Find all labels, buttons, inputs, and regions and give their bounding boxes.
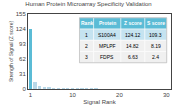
svg-text:20: 20 — [116, 92, 123, 98]
svg-text:0: 0 — [22, 86, 26, 92]
svg-text:Strength of Signal (Z score): Strength of Signal (Z score) — [8, 21, 14, 82]
svg-text:2: 2 — [85, 43, 88, 49]
svg-text:6.63: 6.63 — [128, 54, 138, 60]
svg-text:8.19: 8.19 — [151, 43, 161, 49]
svg-text:3: 3 — [85, 54, 88, 60]
svg-text:109.3: 109.3 — [149, 32, 162, 38]
svg-text:Rank: Rank — [81, 20, 93, 26]
svg-text:Z score: Z score — [124, 20, 142, 26]
svg-text:1: 1 — [85, 32, 88, 38]
svg-text:124.12: 124.12 — [125, 32, 141, 38]
svg-text:S100A4: S100A4 — [98, 32, 116, 38]
svg-text:93: 93 — [19, 41, 26, 47]
svg-text:Protein: Protein — [99, 20, 116, 26]
svg-text:2.4: 2.4 — [152, 54, 159, 60]
svg-text:31: 31 — [19, 71, 26, 77]
svg-text:30: 30 — [163, 92, 170, 98]
svg-text:62: 62 — [19, 56, 26, 62]
svg-text:MPLPF: MPLPF — [99, 43, 116, 49]
svg-text:10: 10 — [69, 92, 76, 98]
svg-text:Human Protein Microarray Speci: Human Protein Microarray Specificity Val… — [25, 1, 151, 7]
svg-text:14.82: 14.82 — [126, 43, 139, 49]
svg-text:S score: S score — [147, 20, 165, 26]
svg-text:Signal Rank: Signal Rank — [83, 99, 116, 105]
svg-text:1: 1 — [29, 92, 33, 98]
svg-text:124: 124 — [16, 26, 27, 32]
svg-text:155: 155 — [16, 11, 27, 17]
svg-text:FDPS: FDPS — [100, 54, 114, 60]
